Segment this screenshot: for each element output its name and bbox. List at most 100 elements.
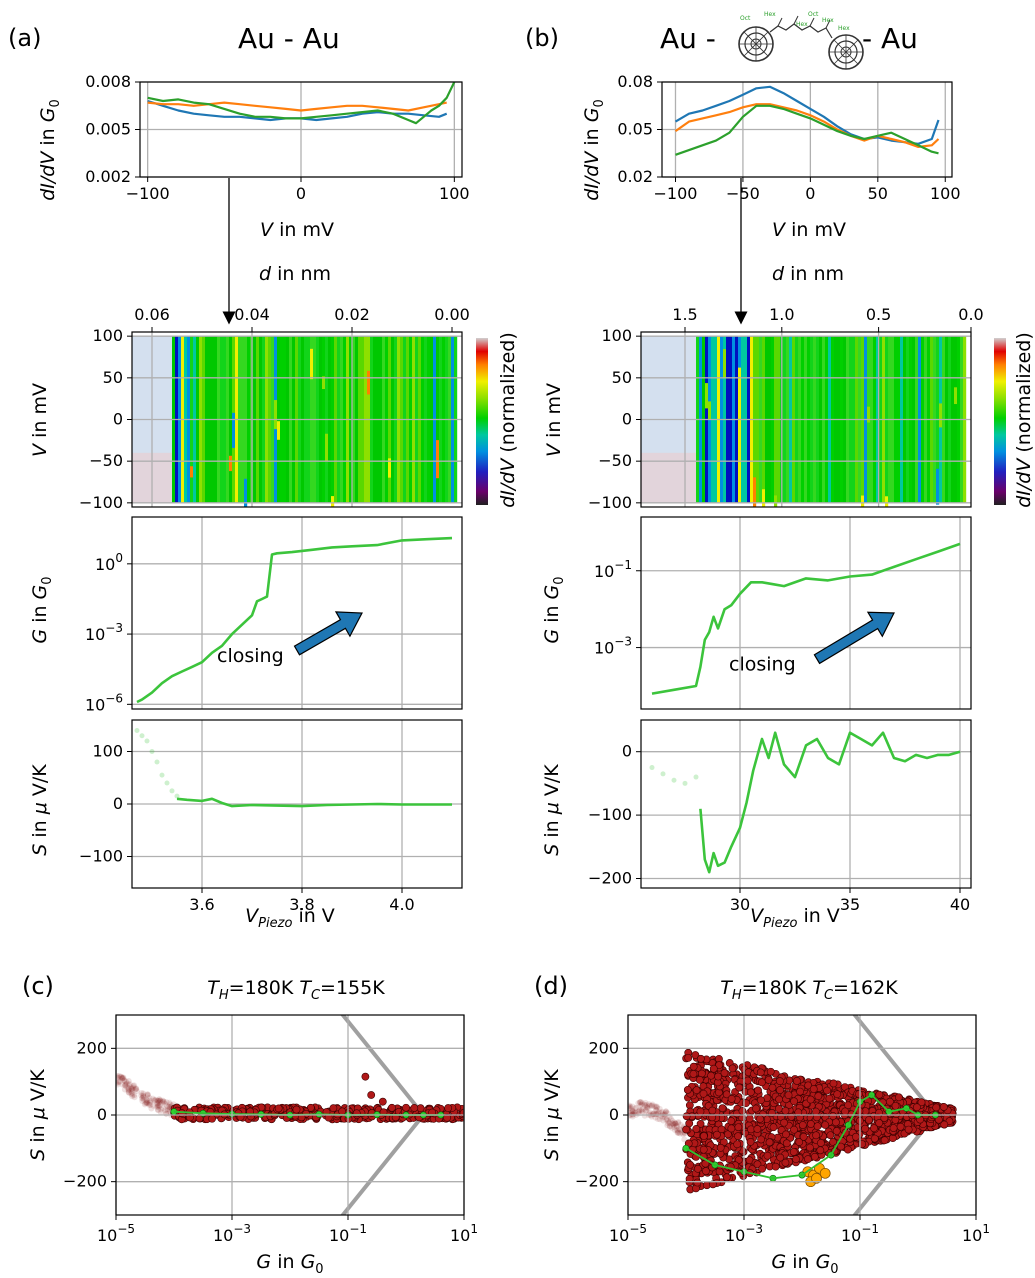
c-scatter-faded-point <box>144 1097 151 1104</box>
d-scatter-faded-point <box>672 1120 679 1127</box>
d-scatter-faded-point <box>676 1126 683 1133</box>
d-scatter-scatter-point <box>799 1132 808 1141</box>
d-scatter-faded-point <box>669 1118 676 1125</box>
d-scatter-faded-point <box>642 1107 649 1114</box>
d-scatter-scatter-point <box>805 1143 814 1152</box>
b-G-yticklabel-1-exp: −1 <box>614 558 632 572</box>
d-scatter-scatter-point <box>917 1098 926 1107</box>
d-scatter-faded-point <box>664 1120 671 1127</box>
d-scatter-faded-point <box>652 1106 659 1113</box>
c-scatter-faded-point <box>140 1094 147 1101</box>
c-scatter-faded-point <box>131 1092 138 1099</box>
b-s-ylabel: S in μ V/K <box>541 764 563 856</box>
d-scatter-faded-point <box>653 1103 660 1110</box>
c-scatter-faded-point <box>138 1092 145 1099</box>
c-scatter-scatter-point <box>402 1103 410 1112</box>
d-scatter-faded-point <box>641 1112 648 1119</box>
c-scatter-faded-point <box>116 1078 122 1085</box>
c-scatter-faded-point <box>157 1097 164 1104</box>
c-scatter-faded-point <box>119 1075 126 1082</box>
d-scatter-scatter-point <box>754 1086 762 1095</box>
c-scatter-faded-point <box>147 1101 154 1108</box>
d-scatter-faded-point <box>637 1099 644 1106</box>
c-scatter-faded-point <box>141 1101 148 1108</box>
c-scatter-xticklabel-1-base: 10 <box>213 1226 233 1245</box>
d-scatter-faded-point <box>629 1107 636 1114</box>
b-didv-xticklabel-2: 0 <box>805 184 815 203</box>
a-map-yticklabel-4: 100 <box>92 326 123 345</box>
a-d-axis-label: d in nm <box>259 263 331 285</box>
panel-b-letter: (b) <box>525 24 559 52</box>
a-map-topticklabel-1: 0.04 <box>234 305 270 324</box>
c-scatter-faded-point <box>119 1081 126 1088</box>
b-S-faded-point <box>660 771 666 777</box>
b-G-frame <box>640 516 972 710</box>
d-scatter-faded-point <box>659 1114 666 1121</box>
d-scatter-faded-point <box>666 1123 673 1130</box>
c-scatter-faded-point <box>116 1073 123 1080</box>
d-scatter-faded-point <box>663 1108 670 1115</box>
d-scatter-faded-point <box>636 1107 643 1114</box>
c-scatter-faded-point <box>159 1105 166 1112</box>
d-scatter-faded-point <box>639 1100 646 1107</box>
d-scatter-faded-point <box>671 1123 678 1130</box>
c-scatter-xticklabel-3-base: 10 <box>450 1226 470 1245</box>
c-scatter-faded-point <box>156 1102 163 1109</box>
c-scatter-faded-point <box>147 1097 154 1104</box>
d-scatter-faded-point <box>677 1126 684 1133</box>
d-scatter-scatter-point <box>692 1086 701 1095</box>
c-scatter-faded-point <box>161 1100 168 1107</box>
a-map-colorbar <box>476 338 488 505</box>
d-scatter-scatter-point <box>683 1085 692 1094</box>
c-scatter-faded-point <box>125 1081 132 1088</box>
d-scatter-faded-point <box>672 1120 679 1127</box>
a-didv-xticklabel-0: −100 <box>126 184 170 203</box>
d-scatter-faded-point <box>674 1123 681 1130</box>
c-scatter-faded-point <box>133 1088 140 1095</box>
c-scatter-faded-point <box>163 1102 170 1109</box>
c-scatter-faded-point <box>130 1084 137 1091</box>
a-didv-ylabel: dI/dV in G0 <box>37 99 63 201</box>
c-scatter-faded-point <box>122 1081 129 1088</box>
d-scatter-faded-point <box>658 1109 665 1116</box>
molecule-label-hex-3: Hex <box>822 17 834 24</box>
b-S-yticklabel-2: 0 <box>622 742 632 761</box>
d-scatter-scatter-point <box>691 1051 700 1059</box>
d-scatter-faded-point <box>659 1111 666 1118</box>
d-scatter-faded-point <box>628 1109 632 1116</box>
a-map-spot <box>232 412 236 448</box>
d-scatter-faded-point <box>662 1109 669 1116</box>
d-scatter-scatter-point <box>829 1138 837 1146</box>
c-scatter-faded-point <box>160 1098 167 1105</box>
panel-a-letter: (a) <box>8 24 41 52</box>
d-scatter-faded-point <box>673 1122 680 1129</box>
a-S-yticklabel-0: −100 <box>79 847 123 866</box>
d-scatter-faded-point <box>677 1121 684 1128</box>
d-scatter-scatter-point <box>713 1130 721 1139</box>
a-map-spot <box>244 478 248 507</box>
a-didv-yticklabel-2: 0.008 <box>85 72 131 91</box>
d-scatter-scatter-point <box>771 1162 780 1171</box>
c-scatter-faded-point <box>155 1103 162 1110</box>
c-scatter-faded-point <box>154 1106 161 1113</box>
c-scatter-yticklabel-0: −200 <box>63 1172 107 1191</box>
a-G-yticklabel-0-base: 10 <box>85 695 105 714</box>
d-scatter-faded-point <box>629 1108 636 1115</box>
d-scatter-faded-point <box>649 1102 656 1109</box>
d-scatter-faded-point <box>667 1115 674 1122</box>
a-S-faded-point <box>144 738 150 744</box>
d-scatter-faded-point <box>643 1103 650 1110</box>
d-scatter-scatter-point <box>804 1155 812 1164</box>
c-scatter-faded-point <box>121 1086 128 1093</box>
d-scatter-scatter-point <box>812 1131 820 1140</box>
a-didv-xlabel: V in mV <box>260 219 334 241</box>
d-scatter-scatter-point <box>746 1088 755 1097</box>
c-scatter-scatter-point <box>274 1104 283 1113</box>
a-S-faded-point <box>164 780 170 786</box>
c-scatter-faded-point <box>152 1096 159 1103</box>
d-scatter-faded-point <box>628 1105 633 1112</box>
b-S-chart: 30 35 40 −200 −100 0 <box>588 719 972 914</box>
c-scatter-faded-point <box>129 1093 136 1100</box>
c-scatter-faded-point <box>129 1085 136 1092</box>
